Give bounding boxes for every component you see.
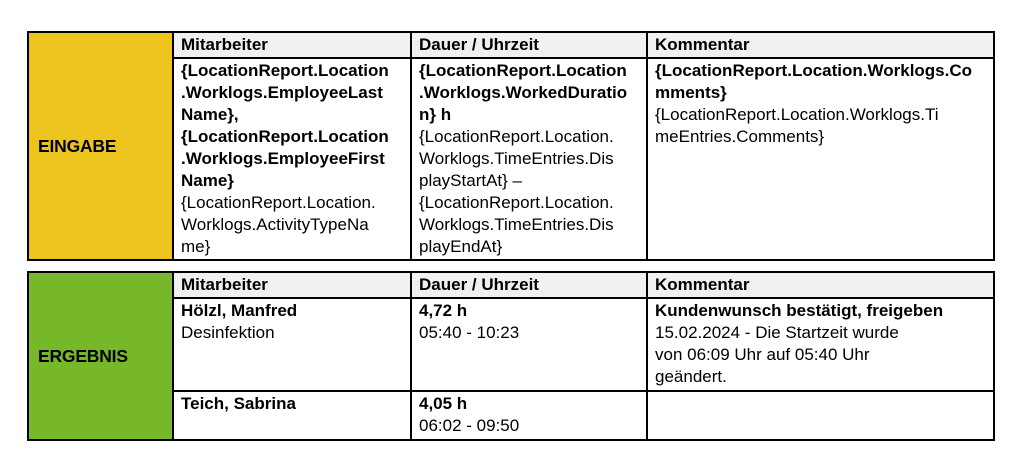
dauer-placeholder-bold: {LocationReport.Location .Worklogs.Worke… <box>419 61 628 124</box>
mitarbeiter-placeholder-regular: {LocationReport.Location. Worklogs.Activ… <box>181 193 376 256</box>
page: EINGABE Mitarbeiter Dauer / Uhrzeit Komm… <box>27 31 995 441</box>
input-table: EINGABE Mitarbeiter Dauer / Uhrzeit Komm… <box>27 31 995 261</box>
result-2-worked-duration: 4,05 h <box>419 394 468 413</box>
result-2-mitarbeiter-cell: Teich, Sabrina <box>172 390 412 441</box>
dauer-placeholder-regular: {LocationReport.Location. Worklogs.TimeE… <box>419 127 614 256</box>
result-2-kommentar-cell <box>646 390 995 441</box>
input-section-label: EINGABE <box>27 31 174 261</box>
result-1-comment-regular: 15.02.2024 - Die Startzeit wurde von 06:… <box>655 323 899 386</box>
input-header-kommentar: Kommentar <box>646 31 995 59</box>
result-row-1: Hölzl, Manfred Desinfektion 4,72 h 05:40… <box>28 297 995 392</box>
result-1-mitarbeiter-cell: Hölzl, Manfred Desinfektion <box>172 297 412 392</box>
result-1-comment-bold: Kundenwunsch bestätigt, freigeben <box>655 301 944 320</box>
result-1-employee-name: Hölzl, Manfred <box>181 301 298 320</box>
mitarbeiter-placeholder-bold: {LocationReport.Location .Worklogs.Emplo… <box>181 61 389 190</box>
result-2-dauer-cell: 4,05 h 06:02 - 09:50 <box>410 390 648 441</box>
result-1-dauer-cell: 4,72 h 05:40 - 10:23 <box>410 297 648 392</box>
input-kommentar-cell: {LocationReport.Location.Worklogs.Co mme… <box>646 57 995 261</box>
input-placeholder-row: {LocationReport.Location .Worklogs.Emplo… <box>28 57 995 261</box>
result-header-kommentar: Kommentar <box>646 271 995 299</box>
result-1-kommentar-cell: Kundenwunsch bestätigt, freigeben 15.02.… <box>646 297 995 392</box>
result-2-employee-name: Teich, Sabrina <box>181 394 296 413</box>
result-table: ERGEBNIS Mitarbeiter Dauer / Uhrzeit Kom… <box>27 271 995 441</box>
result-header-dauer-uhrzeit: Dauer / Uhrzeit <box>410 271 648 299</box>
result-header-mitarbeiter: Mitarbeiter <box>172 271 412 299</box>
result-header-row: ERGEBNIS Mitarbeiter Dauer / Uhrzeit Kom… <box>27 271 995 441</box>
result-1-time-range: 05:40 - 10:23 <box>419 323 520 342</box>
result-1-worked-duration: 4,72 h <box>419 301 468 320</box>
result-2-time-range: 06:02 - 09:50 <box>419 416 520 435</box>
result-section-label: ERGEBNIS <box>27 271 174 441</box>
result-1-activity-type: Desinfektion <box>181 323 275 342</box>
result-row-2: Teich, Sabrina 4,05 h 06:02 - 09:50 <box>28 390 995 441</box>
input-header-row: EINGABE Mitarbeiter Dauer / Uhrzeit Komm… <box>27 31 995 261</box>
kommentar-placeholder-regular: {LocationReport.Location.Worklogs.Ti meE… <box>655 105 939 146</box>
input-header-dauer-uhrzeit: Dauer / Uhrzeit <box>410 31 648 59</box>
input-dauer-cell: {LocationReport.Location .Worklogs.Worke… <box>410 57 648 261</box>
kommentar-placeholder-bold: {LocationReport.Location.Worklogs.Co mme… <box>655 61 973 102</box>
input-mitarbeiter-cell: {LocationReport.Location .Worklogs.Emplo… <box>172 57 412 261</box>
input-header-mitarbeiter: Mitarbeiter <box>172 31 412 59</box>
